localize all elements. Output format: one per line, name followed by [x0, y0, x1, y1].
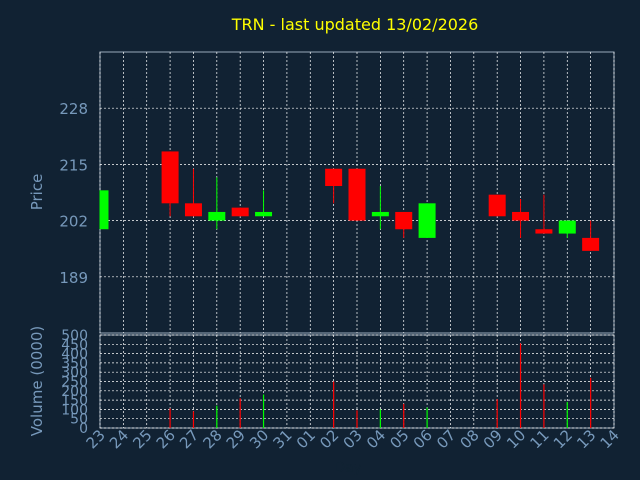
- candle-23: [99, 190, 109, 230]
- candle-body: [582, 237, 600, 251]
- candle-body: [184, 203, 202, 217]
- x-tick-label: 04: [363, 426, 389, 452]
- volume-tick-label: 500: [61, 328, 88, 344]
- x-tick-label: 14: [597, 426, 623, 452]
- price-tick-label: 189: [59, 269, 88, 287]
- volume-tick-label: 250: [61, 375, 88, 391]
- candle-30: [255, 190, 273, 217]
- candle-body: [255, 211, 273, 217]
- x-tick-label: 29: [223, 426, 249, 452]
- x-tick-label: 07: [433, 426, 459, 452]
- x-tick-label: 05: [386, 426, 412, 452]
- volume-tick-label: 450: [61, 337, 88, 353]
- volume-tick-label: 50: [70, 412, 88, 428]
- x-tick-label: 27: [176, 426, 202, 452]
- candle-12: [558, 220, 576, 238]
- candle-body: [535, 229, 553, 234]
- candle-03: [348, 168, 366, 221]
- candle-13: [582, 220, 600, 251]
- volume-tick-label: 0: [79, 421, 88, 437]
- candle-body: [208, 211, 226, 221]
- candle-09: [488, 194, 506, 217]
- x-tick-labels: 2324252627282930310102030405060708091011…: [83, 426, 623, 452]
- x-tick-label: 10: [503, 426, 529, 452]
- candle-body: [325, 168, 343, 187]
- x-tick-label: 31: [270, 426, 296, 452]
- x-tick-label: 13: [573, 426, 599, 452]
- candle-11: [535, 194, 553, 234]
- x-tick-label: 03: [340, 426, 366, 452]
- candle-body: [231, 207, 249, 217]
- volume-tick-label: 300: [61, 365, 88, 381]
- volume-tick-label: 400: [61, 347, 88, 363]
- candle-05: [395, 211, 413, 238]
- x-tick-label: 26: [153, 426, 179, 452]
- price-axis-label: Price: [28, 174, 46, 211]
- x-tick-label: 01: [293, 426, 319, 452]
- volume-tick-label: 100: [61, 402, 88, 418]
- x-axis-label: Day: [334, 460, 362, 476]
- volume-tick-label: 200: [61, 384, 88, 400]
- x-tick-label: 12: [550, 426, 576, 452]
- candle-10: [512, 198, 530, 238]
- candle-27: [184, 168, 202, 217]
- candle-body: [512, 211, 530, 221]
- candle-body: [558, 220, 576, 234]
- price-tick-label: 215: [59, 156, 88, 174]
- price-tick-label: 228: [59, 100, 88, 118]
- candle-26: [161, 151, 179, 217]
- volume-axis-label: Volume (0000): [28, 326, 46, 436]
- x-tick-label: 11: [527, 426, 553, 452]
- candle-body: [371, 211, 389, 217]
- candle-body: [161, 151, 179, 204]
- candle-04: [371, 186, 389, 230]
- candle-29: [231, 207, 249, 217]
- candle-28: [208, 177, 226, 230]
- candle-body: [418, 203, 436, 238]
- candle-body: [100, 190, 109, 230]
- x-tick-label: 24: [106, 426, 132, 452]
- candle-body: [488, 194, 506, 217]
- x-tick-label: 28: [199, 426, 225, 452]
- candle-06: [418, 203, 436, 238]
- volume-tick-label: 150: [61, 393, 88, 409]
- price-panel: 189 202 215 228: [59, 51, 615, 334]
- candle-body: [348, 168, 366, 221]
- x-tick-label: 02: [316, 426, 342, 452]
- volume-tick-label: 350: [61, 356, 88, 372]
- candle-02: [325, 168, 343, 204]
- x-tick-label: 09: [480, 426, 506, 452]
- candle-body: [395, 211, 413, 230]
- x-tick-label: 06: [410, 426, 436, 452]
- price-tick-label: 202: [59, 213, 88, 231]
- x-tick-label: 30: [246, 426, 272, 452]
- x-tick-label: 08: [456, 426, 482, 452]
- x-tick-label: 25: [129, 426, 155, 452]
- chart-title: TRN - last updated 13/02/2026: [231, 15, 479, 34]
